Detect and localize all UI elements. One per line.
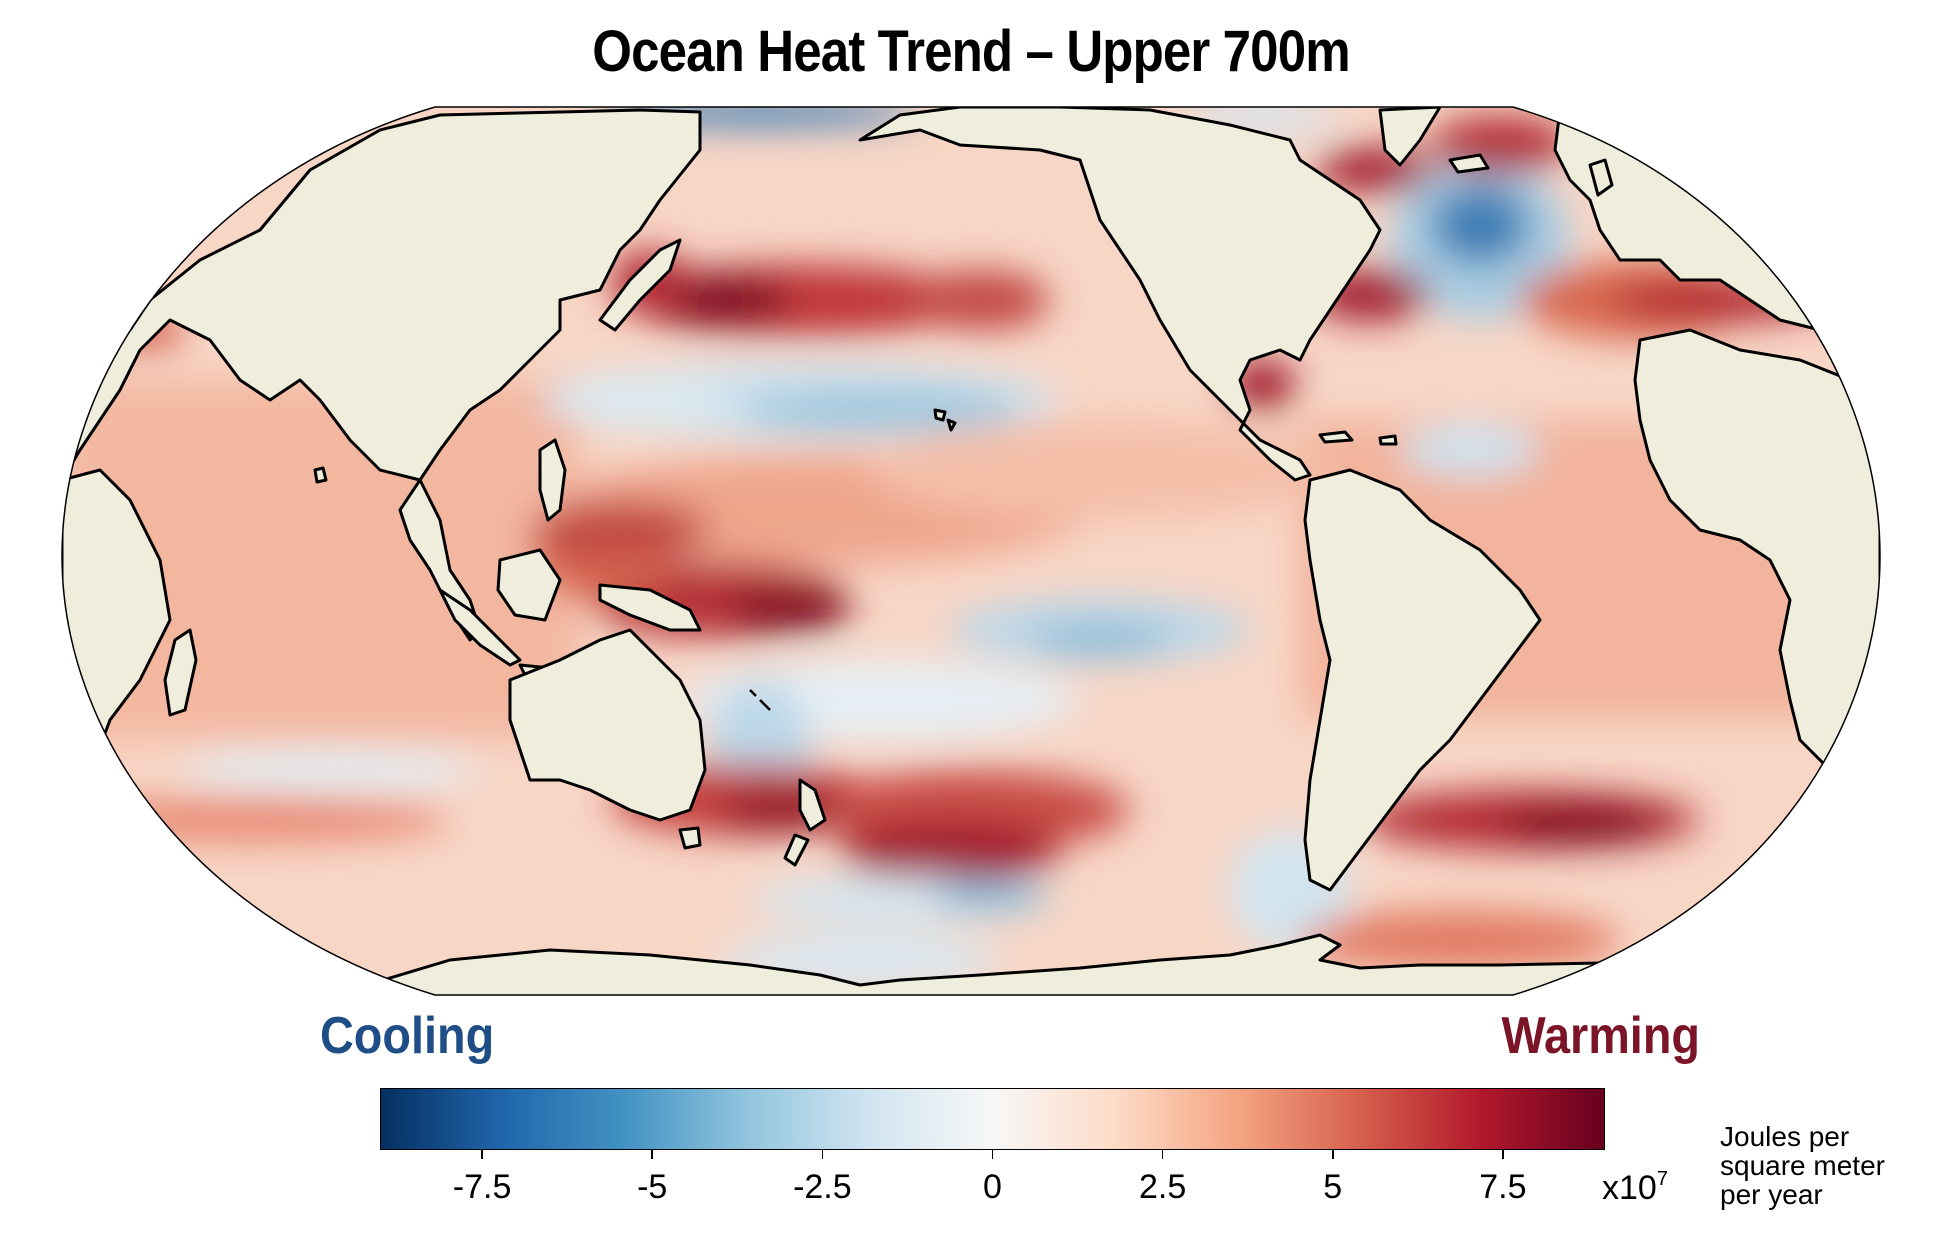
colorbar-multiplier: x107	[1602, 1168, 1668, 1207]
colorbar-tick-label: -2.5	[793, 1168, 852, 1206]
colorbar-tick-label: -5	[637, 1168, 668, 1206]
land-masses	[62, 107, 1880, 995]
colorbar	[380, 1088, 1605, 1150]
colorbar-tick-label: 5	[1323, 1168, 1343, 1206]
colorbar-units: Joules per square meter per year	[1720, 1122, 1885, 1209]
units-line-2: square meter	[1720, 1150, 1885, 1181]
map-title: Ocean Heat Trend – Upper 700m	[592, 19, 1350, 84]
colorbar-tick-label: 2.5	[1138, 1168, 1187, 1206]
colorbar-tick-label: -7.5	[452, 1168, 512, 1206]
colorbar-tick-label: 7.5	[1479, 1168, 1527, 1206]
warming-label: Warming	[1501, 1007, 1700, 1065]
colorbar-tick	[481, 1150, 483, 1159]
globe-outline	[61, 106, 1881, 996]
colorbar-tick	[1332, 1150, 1334, 1159]
units-line-3: per year	[1720, 1179, 1823, 1210]
ocean-trend-field	[62, 107, 1880, 995]
colorbar-tick-label: 0	[983, 1168, 1002, 1206]
colorbar-tick	[821, 1150, 824, 1159]
cooling-label: Cooling	[320, 1007, 495, 1065]
colorbar-tick	[1502, 1150, 1504, 1159]
colorbar-tick	[651, 1150, 653, 1159]
units-line-1: Joules per	[1720, 1121, 1850, 1152]
colorbar-tick	[1161, 1150, 1164, 1159]
colorbar-tick	[991, 1150, 994, 1159]
